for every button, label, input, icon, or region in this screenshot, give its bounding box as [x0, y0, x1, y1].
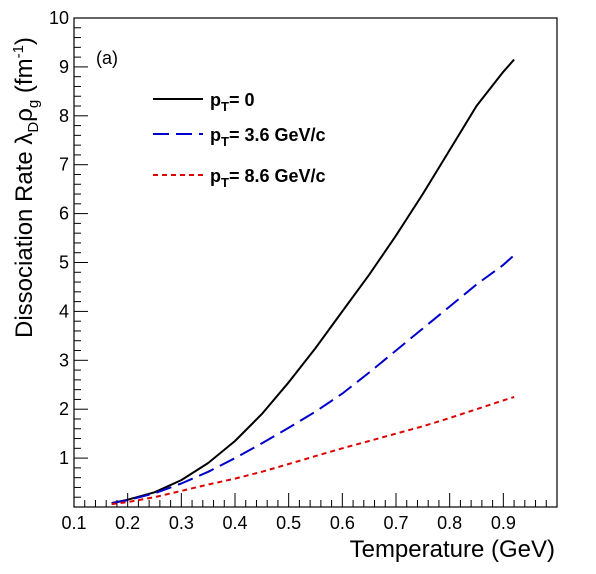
panel-label: (a) [96, 48, 118, 68]
y-axis-title-base: Dissociation Rate λ [11, 133, 38, 338]
y-tick-label-5: 6 [59, 204, 69, 224]
tick-labels: 0.1 0.2 0.3 0.4 0.5 0.6 0.7 0.8 0.9 1 2 3 4 5 6 7 8 9 10 [49, 8, 516, 533]
x-tick-label-5: 0.6 [330, 513, 355, 533]
x-tick-label-8: 0.9 [491, 513, 516, 533]
legend-label-main-1: p [210, 125, 221, 145]
legend-label-rest-0: = 0 [229, 90, 255, 110]
series-line-0 [111, 58, 515, 505]
legend-label-2: pT= 8.6 GeV/c [210, 166, 326, 190]
legend-label-0: pT= 0 [210, 90, 254, 114]
y-axis-title-unit-open: (fm [11, 58, 38, 99]
legend-label-rest-1: = 3.6 GeV/c [229, 125, 326, 145]
y-tick-label-8: 9 [59, 57, 69, 77]
y-tick-label-1: 2 [59, 399, 69, 419]
series-group [111, 58, 515, 506]
y-axis-title-unit-sup: -1 [10, 45, 27, 58]
x-tick-label-4: 0.5 [276, 513, 301, 533]
legend-label-main-0: p [210, 90, 221, 110]
series-line-2 [111, 396, 515, 506]
y-tick-label-7: 8 [59, 106, 69, 126]
legend-label-sub-2: T [221, 175, 229, 190]
y-tick-label-3: 4 [59, 301, 69, 321]
x-tick-label-2: 0.3 [169, 513, 194, 533]
x-axis-title: Temperature (GeV) [350, 536, 555, 563]
legend-label-rest-2: = 8.6 GeV/c [229, 166, 326, 186]
x-tick-label-0: 0.1 [61, 513, 86, 533]
legend-label-sub-1: T [221, 134, 229, 149]
y-axis-title-unit-close: ) [11, 37, 38, 45]
x-tick-label-7: 0.8 [437, 513, 462, 533]
legend: pT= 0pT= 3.6 GeV/cpT= 8.6 GeV/c [153, 90, 326, 190]
y-axis-title-sub1: D [25, 122, 42, 133]
legend-label-main-2: p [210, 166, 221, 186]
y-tick-label-9: 10 [49, 8, 69, 28]
legend-label-sub-0: T [221, 99, 229, 114]
x-tick-label-1: 0.2 [115, 513, 140, 533]
y-axis-title: Dissociation Rate λDρg (fm-1) [10, 37, 42, 338]
y-axis-title-sub2: g [25, 100, 42, 108]
y-axis-title-mid: ρ [11, 108, 38, 122]
axis-ticks [73, 17, 547, 507]
plot-frame [73, 17, 558, 508]
y-tick-label-4: 5 [59, 253, 69, 273]
x-tick-label-3: 0.4 [222, 513, 247, 533]
y-tick-label-0: 1 [59, 448, 69, 468]
x-tick-label-6: 0.7 [383, 513, 408, 533]
legend-label-1: pT= 3.6 GeV/c [210, 125, 326, 149]
y-tick-label-6: 7 [59, 155, 69, 175]
y-tick-label-2: 3 [59, 350, 69, 370]
